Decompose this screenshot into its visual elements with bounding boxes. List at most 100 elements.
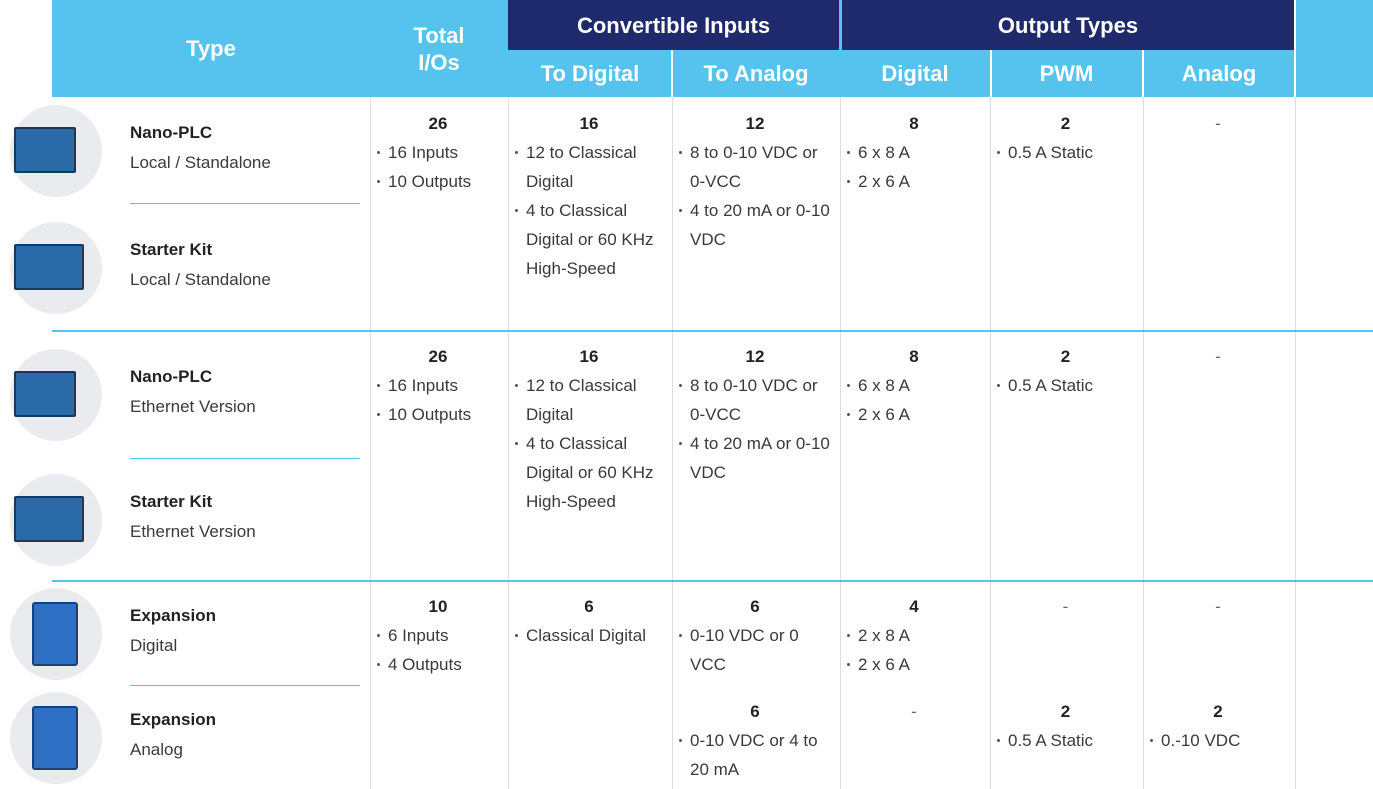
- bullet: [847, 151, 850, 154]
- bullet: [679, 442, 682, 445]
- cell-value: -: [1215, 114, 1221, 133]
- bullet: [377, 384, 380, 387]
- cell-value: 4: [909, 597, 919, 616]
- product-text: Expansion Analog: [130, 705, 360, 765]
- column-line: [508, 97, 509, 789]
- bullet: [515, 151, 518, 154]
- cell-item: 0.-10 VDC: [1147, 726, 1289, 755]
- cell: -: [1143, 97, 1295, 138]
- cell-item: 10 Outputs: [374, 400, 502, 429]
- cell: 26 16 Inputs 10 Outputs: [370, 97, 508, 196]
- bullet: [679, 151, 682, 154]
- bullet: [377, 151, 380, 154]
- cell-item: Classical Digital: [512, 621, 666, 650]
- cell: 4 2 x 8 A 2 x 6 A: [840, 580, 990, 679]
- product-image: [10, 105, 102, 197]
- item-text: 6 x 8 A: [858, 376, 910, 395]
- cell-item: 16 Inputs: [374, 371, 502, 400]
- product-text: Nano-PLC Local / Standalone: [130, 118, 360, 178]
- cell-item: 4 Outputs: [374, 650, 502, 679]
- product-text: Nano-PLC Ethernet Version: [130, 362, 360, 422]
- cell: 6 Classical Digital: [508, 580, 672, 650]
- cell-value: 2: [1060, 347, 1071, 366]
- product-subtitle: Local / Standalone: [130, 269, 271, 289]
- cell: -: [990, 580, 1143, 621]
- cell-value: 8: [909, 114, 919, 133]
- cell-item: 2 x 6 A: [844, 650, 984, 679]
- item-text: 2 x 8 A: [858, 626, 910, 645]
- group-line: [52, 330, 1373, 332]
- cell-item: 2 x 6 A: [844, 167, 984, 196]
- bullet: [679, 384, 682, 387]
- cell-value: 6: [750, 702, 760, 721]
- cell-item: 6 Inputs: [374, 621, 502, 650]
- cell: 6 0-10 VDC or 4 to 20 mA: [672, 685, 840, 784]
- header-divider: [1142, 50, 1144, 97]
- bullet: [515, 384, 518, 387]
- item-text: 0.-10 VDC: [1161, 731, 1241, 750]
- item-text: 2 x 6 A: [858, 172, 910, 191]
- header-group-bg: [842, 0, 1294, 50]
- item-text: 10 Outputs: [388, 172, 472, 191]
- cell-item: 4 to 20 mA or 0-10 VDC: [676, 429, 834, 487]
- cell-value: -: [911, 702, 917, 721]
- cell: 8 6 x 8 A 2 x 6 A: [840, 97, 990, 196]
- cell: 10 6 Inputs 4 Outputs: [370, 580, 508, 679]
- bullet: [679, 634, 682, 637]
- item-text: 4 to 20 mA or 0-10 VDC: [690, 434, 830, 482]
- cell-item: 4 to Classical Digital or 60 KHz High-Sp…: [512, 196, 666, 283]
- bullet: [847, 634, 850, 637]
- bullet: [847, 180, 850, 183]
- item-text: 4 Outputs: [388, 655, 462, 674]
- header-cell: Total I/Os: [413, 22, 465, 75]
- product-text: Starter Kit Ethernet Version: [130, 487, 360, 547]
- group-line: [52, 580, 1373, 582]
- header-cell: To Analog: [703, 61, 809, 86]
- cell-item: 16 Inputs: [374, 138, 502, 167]
- cell-item: 2 x 8 A: [844, 621, 984, 650]
- item-text: 12 to Classical Digital: [526, 376, 637, 424]
- product-name: Nano-PLC: [130, 123, 213, 142]
- cell: -: [1143, 580, 1295, 621]
- cell: 12 8 to 0-10 VDC or 0-VCC 4 to 20 mA or 0-…: [672, 330, 840, 487]
- item-text: 16 Inputs: [388, 376, 458, 395]
- item-text: 12 to Classical Digital: [526, 143, 637, 191]
- column-line: [990, 97, 991, 789]
- device: [14, 371, 76, 417]
- cell: 2 0.-10 VDC: [1143, 685, 1295, 755]
- product-name: Expansion: [130, 710, 216, 729]
- bullet: [847, 663, 850, 666]
- cell-value: 26: [428, 114, 448, 133]
- item-text: 8 to 0-10 VDC or 0-VCC: [690, 376, 818, 424]
- header-cell: To Digital: [540, 61, 640, 86]
- cell-item: 12 to Classical Digital: [512, 371, 666, 429]
- product-line: [130, 458, 360, 459]
- cell-value: 10: [428, 597, 448, 616]
- bullet: [515, 634, 518, 637]
- product-name: Expansion: [130, 605, 216, 625]
- bullet: [377, 634, 380, 637]
- item-text: 10 Outputs: [388, 405, 472, 424]
- item-text: 0.5 A Static: [1008, 376, 1094, 395]
- bullet: [377, 413, 380, 416]
- cell: 2 0.5 A Static: [990, 97, 1143, 167]
- item-text: 0.5 A Static: [1008, 731, 1094, 750]
- cell-item: 6 x 8 A: [844, 138, 984, 167]
- item-text: 2 x 6 A: [858, 655, 910, 674]
- header-cell: Analog: [1181, 61, 1257, 86]
- bullet: [679, 739, 682, 742]
- bullet: [997, 739, 1000, 742]
- cell-item: 0.5 A Static: [994, 138, 1137, 167]
- product-text: Expansion Digital: [130, 601, 360, 661]
- column-line: [840, 97, 841, 789]
- cell-value: 12: [745, 114, 765, 133]
- item-text: 0.5 A Static: [1008, 143, 1094, 162]
- cell-value: 12: [745, 347, 765, 366]
- header-cell: Digital: [881, 61, 949, 86]
- product-image: [10, 692, 102, 784]
- item-text: 6 x 8 A: [858, 143, 910, 162]
- cell-value: 26: [428, 347, 448, 366]
- product-image: [10, 587, 102, 680]
- item-text: 4 to Classical Digital or 60 KHz High-Sp…: [526, 201, 654, 278]
